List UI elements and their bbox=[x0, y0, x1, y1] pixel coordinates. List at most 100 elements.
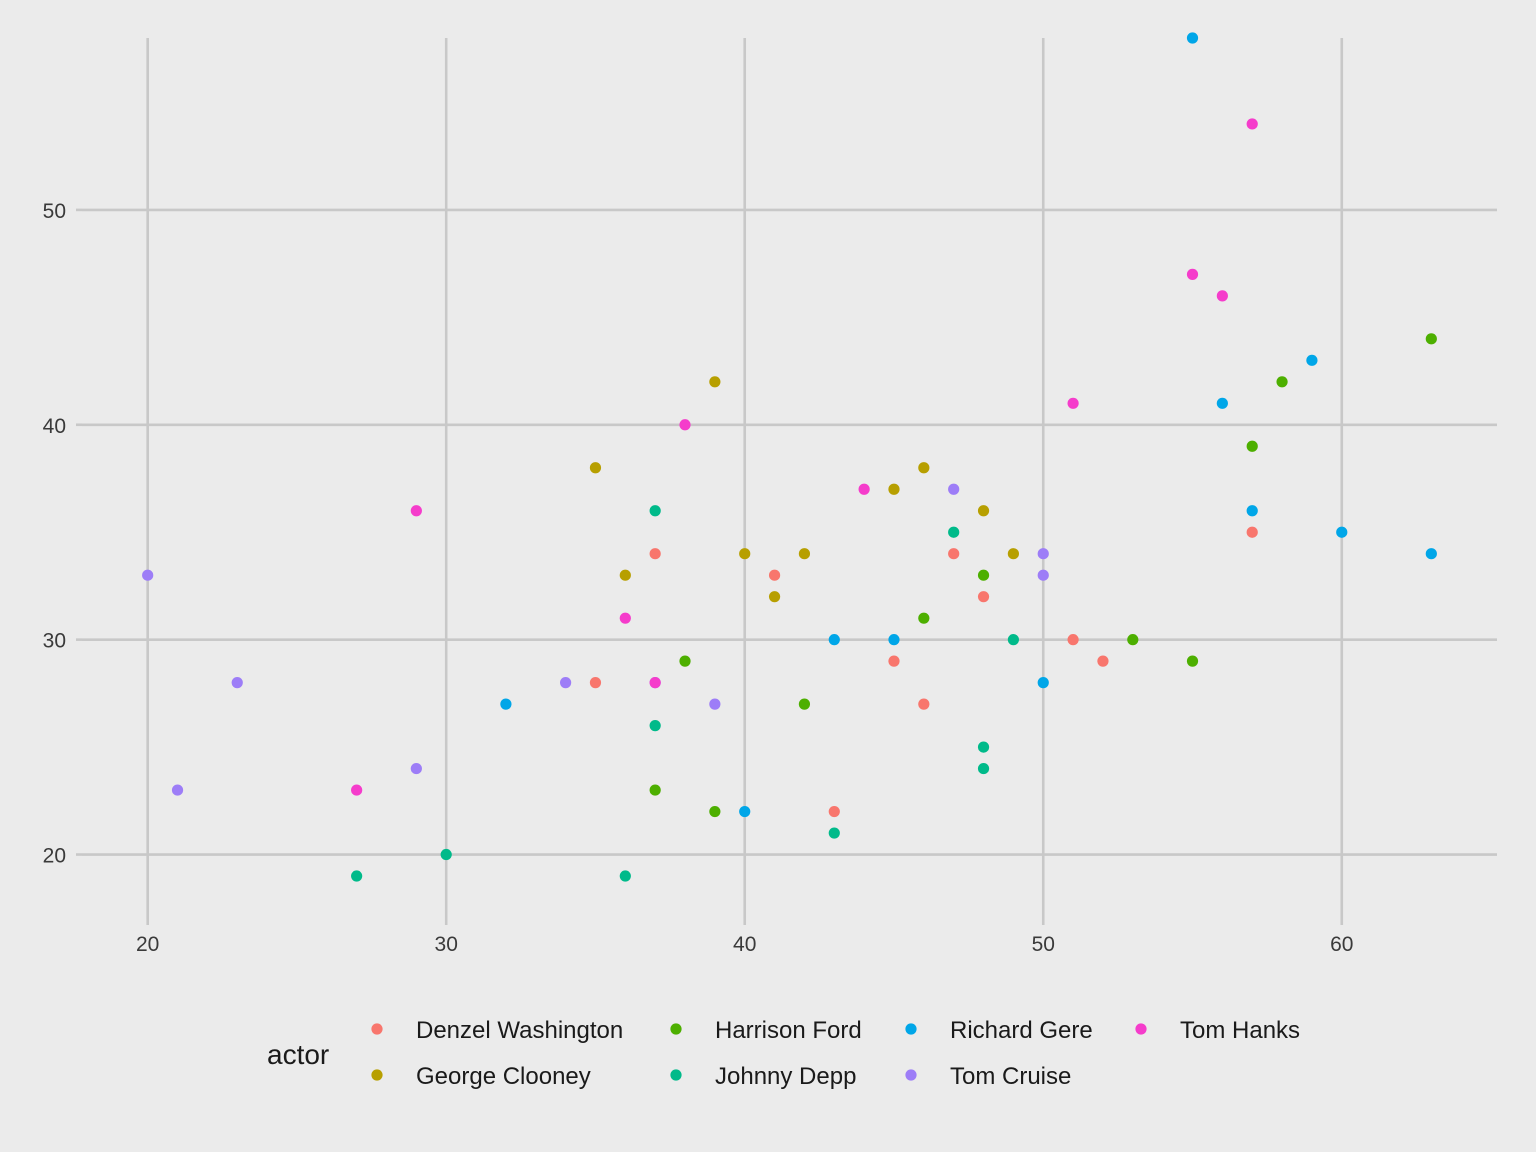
data-point bbox=[828, 634, 840, 646]
grid-lines bbox=[82, 38, 1497, 919]
data-point bbox=[589, 677, 602, 689]
data-point bbox=[619, 569, 631, 581]
data-point bbox=[1037, 569, 1049, 581]
legend-label: Johnny Depp bbox=[715, 1063, 856, 1090]
legend-label: Tom Hanks bbox=[1180, 1017, 1300, 1044]
data-point bbox=[1067, 397, 1079, 409]
legend-title: actor bbox=[267, 1039, 329, 1070]
data-point bbox=[1425, 333, 1437, 345]
data-point bbox=[858, 483, 870, 495]
data-point bbox=[798, 698, 811, 710]
data-point bbox=[1306, 354, 1318, 366]
data-point bbox=[142, 569, 154, 581]
series-tom-hanks bbox=[351, 118, 1258, 796]
data-point bbox=[649, 720, 661, 732]
x-tick-label: 50 bbox=[1032, 933, 1055, 956]
x-tick-label: 40 bbox=[733, 933, 756, 956]
legend-item: George Clooney bbox=[371, 1063, 591, 1090]
data-point bbox=[1007, 548, 1019, 560]
legend-key bbox=[371, 1069, 383, 1081]
y-axis-ticks: 20 30 40 50 bbox=[43, 200, 82, 868]
data-point bbox=[410, 505, 422, 517]
data-point bbox=[828, 805, 840, 818]
legend-item: Denzel Washington bbox=[371, 1017, 623, 1044]
data-point bbox=[709, 805, 721, 818]
data-point bbox=[679, 655, 691, 667]
legend-key bbox=[670, 1023, 682, 1035]
legend-key bbox=[1135, 1023, 1147, 1035]
data-point bbox=[1067, 634, 1079, 646]
x-tick-label: 60 bbox=[1330, 933, 1353, 956]
data-points bbox=[142, 32, 1437, 882]
data-point bbox=[918, 462, 930, 474]
data-point bbox=[619, 612, 631, 624]
legend: actor Denzel Washington George Clooney Har… bbox=[267, 1017, 1300, 1090]
data-point bbox=[351, 870, 363, 882]
data-point bbox=[918, 612, 930, 624]
data-point bbox=[679, 419, 691, 431]
x-tick-label: 20 bbox=[136, 933, 159, 956]
data-point bbox=[1037, 677, 1049, 689]
data-point bbox=[739, 805, 751, 818]
data-point bbox=[768, 569, 781, 581]
data-point bbox=[768, 591, 781, 603]
series-johnny-depp bbox=[351, 505, 1019, 882]
data-point bbox=[948, 526, 960, 538]
data-point bbox=[709, 376, 721, 388]
legend-label: Richard Gere bbox=[950, 1017, 1093, 1044]
legend-key bbox=[670, 1069, 682, 1081]
data-point bbox=[1246, 440, 1258, 452]
data-point bbox=[709, 698, 721, 710]
data-point bbox=[948, 548, 960, 560]
legend-label: Tom Cruise bbox=[950, 1063, 1071, 1090]
series-tom-cruise bbox=[142, 483, 1049, 796]
legend-key bbox=[905, 1069, 917, 1081]
data-point bbox=[1336, 526, 1348, 538]
data-point bbox=[231, 677, 243, 689]
data-point bbox=[1276, 376, 1288, 388]
data-point bbox=[1425, 548, 1437, 560]
x-axis-ticks: 20 30 40 50 60 bbox=[136, 919, 1353, 956]
data-point bbox=[500, 698, 512, 710]
data-point bbox=[1186, 32, 1199, 44]
data-point bbox=[589, 462, 602, 474]
data-point bbox=[649, 505, 661, 517]
data-point bbox=[977, 741, 990, 753]
data-point bbox=[619, 870, 631, 882]
x-tick-label: 30 bbox=[435, 933, 458, 956]
legend-label: George Clooney bbox=[416, 1063, 591, 1090]
data-point bbox=[1216, 397, 1228, 409]
data-point bbox=[948, 483, 960, 495]
data-point bbox=[1216, 290, 1228, 302]
legend-item: Tom Hanks bbox=[1135, 1017, 1300, 1044]
data-point bbox=[888, 634, 900, 646]
data-point bbox=[739, 548, 751, 560]
data-point bbox=[1097, 655, 1109, 667]
legend-label: Denzel Washington bbox=[416, 1017, 623, 1044]
legend-label: Harrison Ford bbox=[715, 1017, 862, 1044]
data-point bbox=[1186, 655, 1199, 667]
y-tick-label: 50 bbox=[43, 200, 66, 223]
data-point bbox=[888, 655, 900, 667]
data-point bbox=[1246, 505, 1258, 517]
data-point bbox=[977, 591, 990, 603]
legend-key bbox=[371, 1023, 383, 1035]
data-point bbox=[1246, 118, 1258, 130]
legend-item: Harrison Ford bbox=[670, 1017, 862, 1044]
data-point bbox=[1037, 548, 1049, 560]
data-point bbox=[1246, 526, 1258, 538]
data-point bbox=[977, 569, 990, 581]
data-point bbox=[171, 784, 184, 796]
data-point bbox=[1186, 268, 1199, 280]
data-point bbox=[351, 784, 363, 796]
y-tick-label: 20 bbox=[43, 845, 66, 868]
series-harrison-ford bbox=[649, 333, 1437, 818]
y-tick-label: 40 bbox=[43, 415, 66, 438]
data-point bbox=[410, 762, 422, 775]
legend-item: Richard Gere bbox=[905, 1017, 1093, 1044]
data-point bbox=[440, 848, 452, 861]
data-point bbox=[828, 827, 840, 839]
legend-key bbox=[905, 1023, 917, 1035]
